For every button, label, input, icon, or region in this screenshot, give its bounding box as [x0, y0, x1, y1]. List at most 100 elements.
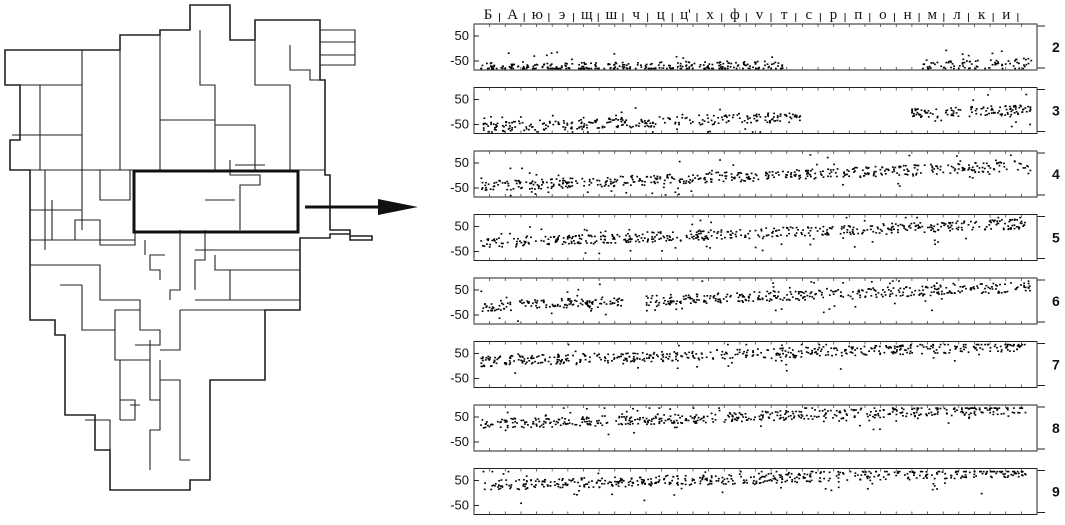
scatter-point	[493, 185, 496, 187]
scatter-point	[1020, 222, 1023, 225]
scatter-point	[482, 307, 485, 309]
scatter-point	[558, 180, 561, 182]
scatter-point	[899, 223, 902, 226]
scatter-point	[495, 308, 498, 311]
scatter-point	[949, 172, 952, 174]
scatter-panel-2: 50-502	[450, 23, 1060, 71]
scatter-point	[1022, 57, 1025, 60]
scatter-point	[717, 230, 720, 233]
scatter-point	[665, 240, 668, 242]
scatter-point	[925, 413, 928, 415]
scatter-point	[1005, 347, 1008, 349]
scatter-point	[621, 61, 624, 64]
scatter-point	[851, 297, 854, 300]
scatter-point	[706, 415, 709, 418]
scatter-point	[789, 116, 792, 118]
scatter-point	[633, 358, 636, 361]
scatter-point	[908, 154, 911, 157]
scatter-point	[744, 416, 747, 419]
scatter-point	[1018, 227, 1020, 230]
scatter-point	[696, 236, 699, 239]
scatter-point	[1000, 291, 1003, 294]
scatter-point	[532, 65, 535, 68]
scatter-point	[1015, 288, 1017, 291]
scatter-point	[703, 177, 706, 180]
scatter-point	[777, 295, 779, 298]
scatter-point	[1021, 407, 1024, 409]
scatter-point	[595, 481, 598, 484]
scatter-point	[914, 229, 917, 231]
scatter-point	[654, 301, 657, 304]
scatter-point	[806, 473, 809, 476]
scatter-point	[488, 425, 491, 428]
scatter-point	[792, 412, 795, 415]
scatter-point	[931, 488, 934, 491]
row-label: 3	[1052, 103, 1060, 119]
scatter-point	[736, 348, 739, 351]
scatter-point	[598, 127, 601, 129]
scatter-point	[738, 117, 741, 120]
scatter-point	[941, 222, 944, 224]
scatter-point	[920, 115, 923, 117]
scatter-point	[873, 407, 876, 409]
scatter-point	[614, 61, 617, 64]
scatter-point	[657, 231, 660, 234]
scatter-point	[788, 299, 791, 301]
scatter-point	[585, 124, 588, 127]
scatter-point	[1029, 107, 1032, 109]
scatter-point	[493, 239, 495, 241]
scatter-point	[773, 348, 775, 350]
scatter-point	[943, 293, 946, 295]
scatter-point	[997, 292, 1000, 294]
scatter-point	[708, 297, 711, 300]
scatter-point	[719, 66, 722, 68]
scatter-point	[514, 179, 517, 182]
scatter-point	[628, 228, 631, 231]
scatter-point	[931, 165, 934, 168]
scatter-point	[753, 114, 755, 117]
scatter-point	[568, 422, 571, 424]
scatter-point	[756, 60, 759, 63]
scatter-point	[982, 291, 985, 293]
scatter-point	[636, 352, 639, 355]
scatter-point	[991, 63, 994, 66]
scatter-point	[517, 353, 520, 355]
scatter-point	[986, 113, 988, 116]
scatter-point	[930, 224, 933, 227]
scatter-point	[548, 356, 551, 359]
scatter-point	[882, 289, 884, 291]
scatter-point	[739, 180, 742, 183]
scatter-point	[917, 224, 920, 226]
scatter-point	[596, 422, 599, 425]
scatter-point	[719, 301, 722, 303]
scatter-point	[957, 163, 960, 165]
scatter-point	[861, 289, 864, 292]
scatter-point	[581, 421, 584, 423]
scatter-point	[1006, 470, 1009, 473]
scatter-point	[626, 182, 629, 184]
scatter-point	[1000, 349, 1003, 351]
scatter-point	[702, 64, 705, 66]
scatter-point	[709, 480, 712, 483]
scatter-point	[542, 426, 545, 429]
scatter-point	[974, 222, 976, 224]
scatter-point	[921, 470, 924, 473]
scatter-point	[744, 298, 747, 301]
scatter-point	[571, 479, 574, 482]
scatter-point	[534, 360, 536, 363]
scatter-point	[664, 194, 667, 196]
scatter-point	[822, 311, 825, 314]
scatter-point	[639, 476, 642, 479]
scatter-point	[667, 418, 669, 421]
scatter-point	[630, 175, 632, 178]
scatter-point	[562, 422, 565, 425]
scatter-point	[840, 417, 843, 420]
scatter-point	[1029, 123, 1032, 126]
scatter-point	[800, 343, 803, 346]
scatter-point	[828, 294, 831, 296]
scatter-point	[913, 222, 916, 224]
scatter-point	[493, 64, 496, 67]
scatter-point	[866, 413, 869, 415]
scatter-point	[890, 231, 893, 234]
scatter-point	[924, 286, 927, 289]
